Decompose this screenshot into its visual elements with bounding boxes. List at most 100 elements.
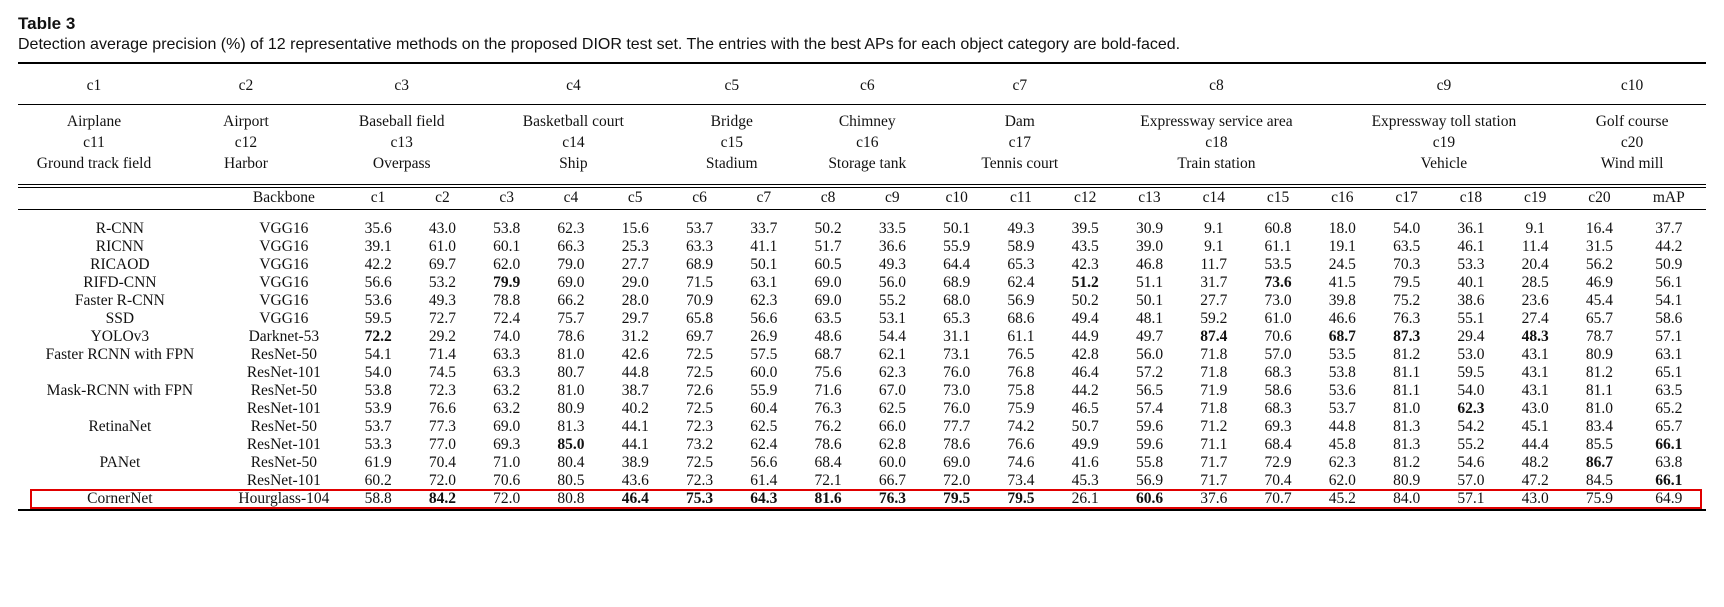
ap-value-cell: 81.6 (814, 489, 842, 507)
ap-value-cell: 29.7 (621, 309, 649, 327)
method-cell (18, 436, 222, 454)
ap-value-cell: 42.8 (1071, 345, 1099, 363)
results-header-cell: c4 (563, 189, 579, 206)
ap-value-cell: 26.1 (1071, 489, 1099, 507)
ap-value-cell: 33.5 (878, 219, 906, 237)
top-rule (18, 62, 1706, 64)
ap-value-cell: 75.6 (814, 363, 842, 381)
ap-value-cell: 80.5 (557, 471, 585, 489)
ap-value-cell: 68.4 (1264, 435, 1292, 453)
ap-value-cell: 46.9 (1585, 273, 1614, 291)
ap-value-cell: 29.2 (428, 327, 456, 345)
backbone-cell: ResNet-50 (250, 345, 318, 363)
ap-value-cell: 65.2 (1655, 399, 1683, 417)
ap-value-cell: 9.1 (1525, 219, 1545, 237)
table-row: ResNet-101 53.3 77.0 69.3 85.0 44.1 73.2 62.4 78… (18, 436, 1706, 454)
ap-value-cell: 50.2 (814, 219, 842, 237)
ap-value-cell: 38.6 (1457, 291, 1485, 309)
ap-value-cell: 41.5 (1328, 273, 1356, 291)
legend-name-bottom: Vehicle (1420, 155, 1468, 172)
ap-value-cell: 48.1 (1135, 309, 1164, 327)
ap-value-cell: 63.2 (493, 381, 521, 399)
ap-value-cell: 44.4 (1521, 435, 1549, 453)
ap-value-cell: 66.2 (557, 291, 585, 309)
ap-value-cell: 63.2 (493, 399, 521, 417)
ap-value-cell: 39.1 (364, 237, 392, 255)
ap-value-cell: 31.1 (943, 327, 971, 345)
ap-value-cell: 53.7 (685, 219, 714, 237)
ap-value-cell: 53.0 (1457, 345, 1485, 363)
ap-value-cell: 63.1 (750, 273, 778, 291)
ap-value-cell: 36.6 (878, 237, 906, 255)
ap-value-cell: 43.5 (1071, 237, 1099, 255)
ap-value-cell: 65.3 (1007, 255, 1035, 273)
results-header-cell: c13 (1138, 189, 1161, 206)
ap-value-cell: 55.8 (1135, 453, 1164, 471)
ap-value-cell: 72.5 (685, 399, 714, 417)
legend-code-bottom: c12 (234, 134, 258, 151)
ap-value-cell: 65.3 (943, 309, 971, 327)
table-row: RetinaNet ResNet-50 53.7 77.3 69.0 81.3 44.1 72… (18, 418, 1706, 436)
ap-value-cell: 48.2 (1521, 453, 1549, 471)
ap-value-cell: 64.9 (1655, 489, 1683, 507)
ap-value-cell: 62.0 (493, 255, 521, 273)
results-header-cell: c12 (1074, 189, 1097, 206)
ap-value-cell: 48.6 (814, 327, 842, 345)
ap-value-cell: 53.8 (1328, 363, 1356, 381)
results-header-cell: c5 (627, 189, 643, 206)
ap-value-cell: 72.4 (493, 309, 521, 327)
ap-value-cell: 11.7 (1200, 255, 1228, 273)
ap-value-cell: 18.0 (1328, 219, 1356, 237)
ap-value-cell: 75.2 (1393, 291, 1421, 309)
results-header-cell: c16 (1331, 189, 1354, 206)
ap-value-cell: 49.4 (1071, 309, 1099, 327)
ap-value-cell: 47.2 (1521, 471, 1549, 489)
ap-value-cell: 43.0 (1521, 399, 1549, 417)
method-cell: Faster R-CNN (74, 291, 165, 309)
ap-value-cell: 59.2 (1200, 309, 1228, 327)
ap-value-cell: 16.4 (1585, 219, 1614, 237)
ap-value-cell: 56.1 (1655, 273, 1683, 291)
ap-value-cell: 73.0 (1264, 291, 1292, 309)
ap-value-cell: 61.9 (364, 453, 392, 471)
ap-value-cell: 78.6 (814, 435, 842, 453)
ap-value-cell: 56.2 (1585, 255, 1614, 273)
ap-value-cell: 63.5 (1655, 381, 1683, 399)
table-row: RICAOD VGG16 42.2 69.7 62.0 79.0 27.7 68.9 50.1 6… (18, 256, 1706, 274)
legend-code-bottom: c17 (1008, 134, 1031, 151)
legend-row: c1 c2 c3 c4 c5 c6 c7 c8 c9 c10 (18, 64, 1706, 105)
ap-value-cell: 69.0 (943, 453, 971, 471)
ap-value-cell: 55.9 (943, 237, 971, 255)
ap-value-cell: 50.2 (1071, 291, 1099, 309)
ap-value-cell: 78.8 (493, 291, 521, 309)
ap-value-cell: 54.0 (1393, 219, 1421, 237)
method-cell: RIFD-CNN (83, 273, 157, 291)
ap-value-cell: 63.5 (1393, 237, 1421, 255)
legend-name-bottom: Tennis court (981, 155, 1059, 172)
ap-value-cell: 81.1 (1585, 381, 1614, 399)
ap-value-cell: 66.7 (878, 471, 906, 489)
ap-value-cell: 84.2 (428, 489, 456, 507)
legend-code: c3 (322, 64, 482, 105)
legend-name-top: Baseball field (358, 113, 445, 130)
ap-value-cell: 41.1 (750, 237, 778, 255)
ap-value-cell: 28.5 (1521, 273, 1549, 291)
ap-value-cell: 72.1 (814, 471, 842, 489)
method-cell: Faster RCNN with FPN (45, 345, 195, 363)
ap-value-cell: 46.4 (1071, 363, 1099, 381)
results-header-row: Backbone c1 c2 c3 c4 c5 c6 c7 c8 c9 c10 c11 c12 c13 c1… (18, 188, 1706, 209)
ap-value-cell: 68.7 (814, 345, 842, 363)
results-body-table: R-CNN VGG16 35.6 43.0 53.8 62.3 15.6 53.7 33.7 50… (18, 220, 1706, 508)
ap-value-cell: 54.4 (878, 327, 906, 345)
table-row: R-CNN VGG16 35.6 43.0 53.8 62.3 15.6 53.7 33.7 50… (18, 220, 1706, 238)
ap-value-cell: 71.4 (428, 345, 456, 363)
backbone-cell: ResNet-50 (250, 417, 318, 435)
method-cell (18, 364, 222, 382)
legend-name-top: Dam (1004, 113, 1035, 130)
legend-name-top: Basketball court (522, 113, 624, 130)
results-header-cell: Backbone (252, 189, 315, 206)
ap-value-cell: 79.9 (493, 273, 521, 291)
ap-value-cell: 79.0 (557, 255, 585, 273)
ap-value-cell: 45.2 (1328, 489, 1356, 507)
ap-value-cell: 54.2 (1457, 417, 1485, 435)
